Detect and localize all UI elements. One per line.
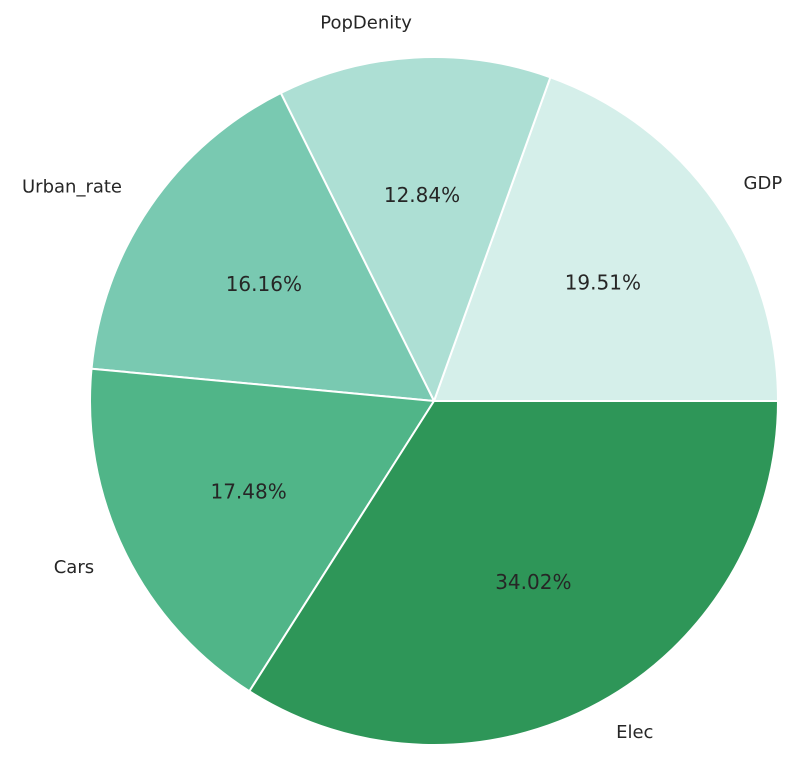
category-label: PopDenity bbox=[320, 13, 412, 34]
category-label: Cars bbox=[54, 557, 94, 578]
pie-slice-cars bbox=[89, 367, 435, 693]
pct-label: 16.16% bbox=[226, 272, 302, 296]
pie-slice-gdp bbox=[433, 76, 779, 402]
pct-label: 19.51% bbox=[565, 270, 641, 294]
pie-slice-urban-rate bbox=[90, 92, 435, 402]
category-label: GDP bbox=[744, 173, 783, 194]
pie-slice-popdenity bbox=[279, 56, 552, 402]
pie-slices bbox=[89, 56, 779, 746]
category-label: Urban_rate bbox=[22, 176, 122, 197]
category-label: Elec bbox=[616, 722, 653, 743]
pie-labels: 19.51% GDP 12.84% PopDenity 16.16% Urban_rate… bbox=[22, 13, 782, 743]
pct-label: 12.84% bbox=[384, 183, 460, 207]
pie-slice-elec bbox=[248, 400, 779, 746]
pct-label: 34.02% bbox=[495, 570, 571, 594]
pct-label: 17.48% bbox=[210, 480, 286, 504]
